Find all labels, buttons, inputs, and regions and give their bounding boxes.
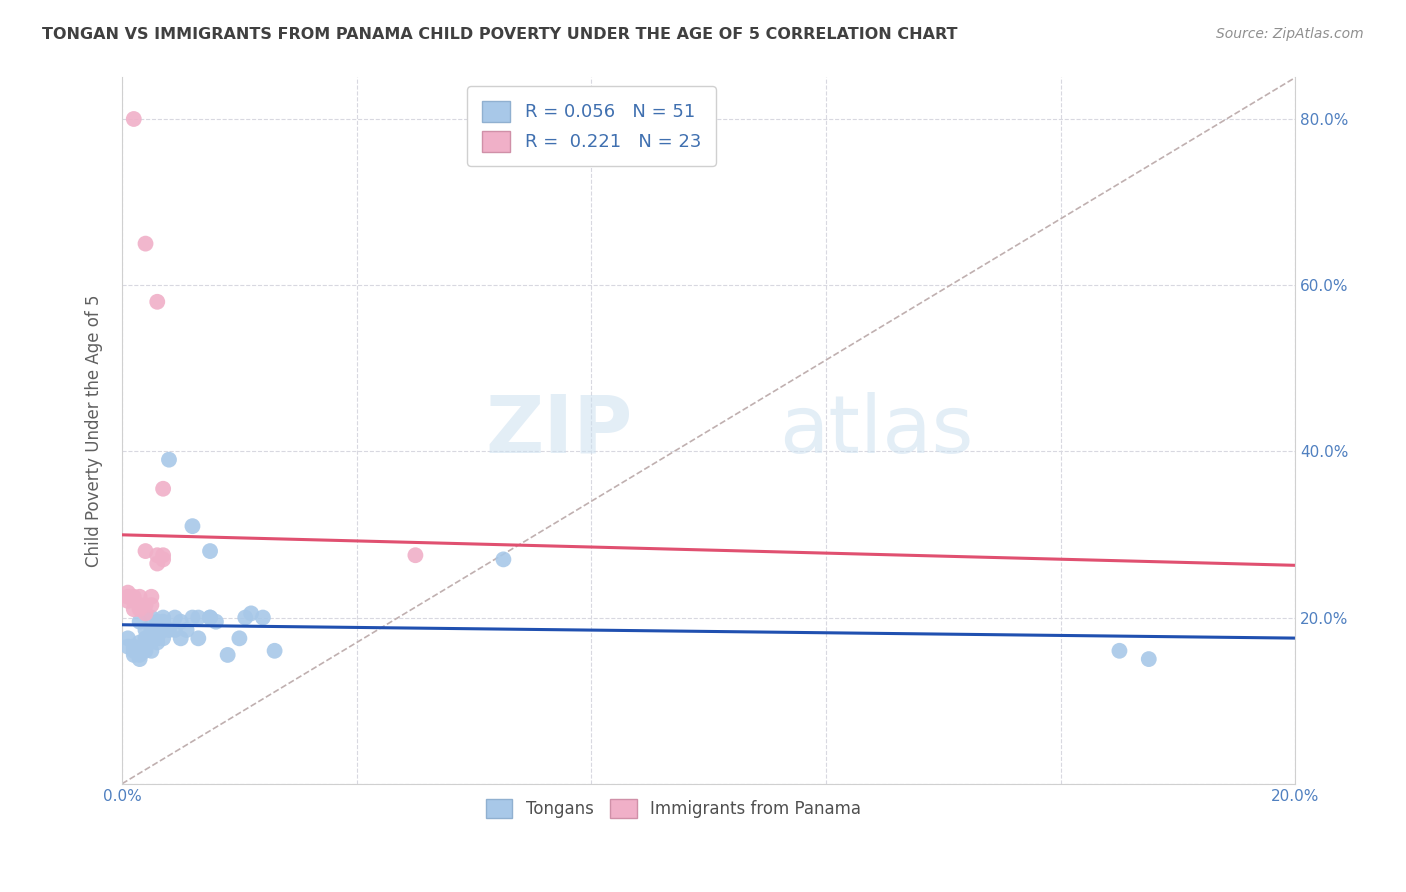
Point xyxy=(122,590,145,604)
Point xyxy=(152,632,174,646)
Legend: Tongans, Immigrants from Panama: Tongans, Immigrants from Panama xyxy=(479,792,868,825)
Point xyxy=(141,644,163,658)
Point xyxy=(187,632,209,646)
Point xyxy=(134,640,156,654)
Point xyxy=(128,615,150,629)
Point xyxy=(157,452,180,467)
Point xyxy=(141,627,163,641)
Point xyxy=(141,632,163,646)
Point xyxy=(205,615,228,629)
Point xyxy=(141,610,163,624)
Point xyxy=(117,594,139,608)
Point xyxy=(233,610,256,624)
Point xyxy=(134,644,156,658)
Text: atlas: atlas xyxy=(779,392,973,469)
Point xyxy=(152,552,174,566)
Point xyxy=(404,548,426,562)
Text: Source: ZipAtlas.com: Source: ZipAtlas.com xyxy=(1216,27,1364,41)
Point xyxy=(217,648,239,662)
Point xyxy=(141,623,163,637)
Point xyxy=(141,598,163,612)
Point xyxy=(128,635,150,649)
Point xyxy=(157,623,180,637)
Point xyxy=(152,548,174,562)
Point xyxy=(146,635,169,649)
Point xyxy=(141,590,163,604)
Point xyxy=(163,610,186,624)
Point xyxy=(228,632,250,646)
Point xyxy=(263,644,285,658)
Point xyxy=(146,294,169,309)
Point xyxy=(198,610,221,624)
Point xyxy=(198,610,221,624)
Y-axis label: Child Poverty Under the Age of 5: Child Poverty Under the Age of 5 xyxy=(86,294,103,566)
Text: ZIP: ZIP xyxy=(485,392,633,469)
Point xyxy=(128,602,150,616)
Point xyxy=(152,623,174,637)
Point xyxy=(187,610,209,624)
Point xyxy=(181,519,204,533)
Point xyxy=(134,236,156,251)
Point xyxy=(117,640,139,654)
Point xyxy=(252,610,274,624)
Point xyxy=(117,585,139,599)
Point xyxy=(152,482,174,496)
Point xyxy=(146,548,169,562)
Point xyxy=(117,632,139,646)
Point xyxy=(146,623,169,637)
Point xyxy=(122,640,145,654)
Point xyxy=(134,544,156,558)
Point xyxy=(146,632,169,646)
Point xyxy=(1137,652,1160,666)
Point xyxy=(122,648,145,662)
Point xyxy=(152,610,174,624)
Text: TONGAN VS IMMIGRANTS FROM PANAMA CHILD POVERTY UNDER THE AGE OF 5 CORRELATION CH: TONGAN VS IMMIGRANTS FROM PANAMA CHILD P… xyxy=(42,27,957,42)
Point xyxy=(122,594,145,608)
Point xyxy=(122,112,145,126)
Point xyxy=(128,598,150,612)
Point xyxy=(128,648,150,662)
Point xyxy=(128,590,150,604)
Point xyxy=(170,632,193,646)
Point xyxy=(170,615,193,629)
Point xyxy=(146,615,169,629)
Point xyxy=(134,623,156,637)
Point xyxy=(122,602,145,616)
Point xyxy=(240,607,263,621)
Point xyxy=(163,623,186,637)
Point xyxy=(122,644,145,658)
Point xyxy=(134,598,156,612)
Point xyxy=(198,544,221,558)
Point xyxy=(176,623,198,637)
Point xyxy=(134,607,156,621)
Point xyxy=(146,557,169,571)
Point xyxy=(152,615,174,629)
Point xyxy=(152,623,174,637)
Point xyxy=(1108,644,1130,658)
Point xyxy=(117,590,139,604)
Point xyxy=(134,632,156,646)
Point xyxy=(128,652,150,666)
Point xyxy=(492,552,515,566)
Point xyxy=(181,610,204,624)
